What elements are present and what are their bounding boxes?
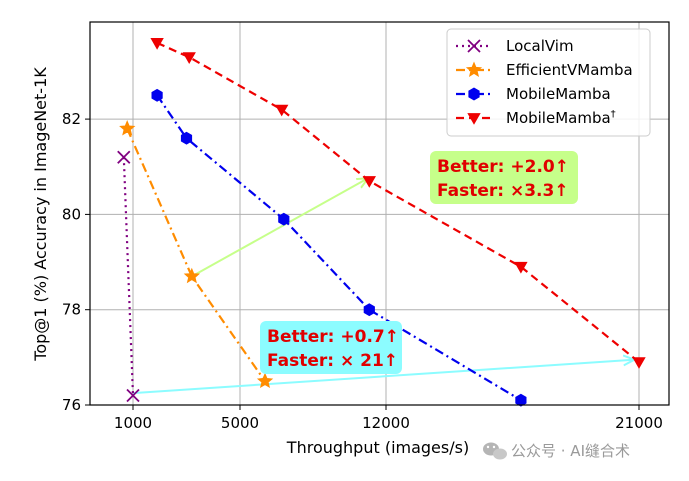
series-mobilemamba — [151, 88, 527, 407]
legend-label: EfficientVMamba — [506, 61, 633, 79]
annotation-line: Better: +2.0↑ — [437, 157, 569, 177]
data-point-marker — [150, 38, 164, 50]
data-point-marker — [363, 303, 375, 317]
y-tick-label: 76 — [62, 396, 81, 414]
watermark: 公众号 · AI缝合术 — [483, 442, 630, 460]
data-point-marker — [278, 212, 290, 226]
annotation-line: Faster: ×3.3↑ — [437, 181, 569, 201]
legend-items: LocalVim EfficientVMamba MobileMamba Mobile… — [456, 37, 633, 127]
data-point-marker — [465, 61, 483, 77]
ticks: 1000 5000 12000 21000 76 78 80 82 — [62, 110, 663, 432]
data-point-marker — [182, 52, 196, 65]
y-tick-label: 78 — [62, 301, 81, 319]
legend-item: MobileMamba† — [456, 109, 616, 127]
y-tick-label: 80 — [62, 205, 81, 223]
annotation-line: Better: +0.7↑ — [267, 327, 399, 347]
data-point-marker — [151, 88, 163, 102]
legend-label: MobileMamba† — [506, 109, 616, 127]
data-point-marker — [183, 267, 200, 284]
data-point-marker — [468, 87, 480, 101]
legend: LocalVim EfficientVMamba MobileMamba Mobile… — [446, 28, 651, 137]
annotation-cyan: Better: +0.7↑ Faster: × 21↑ — [260, 321, 402, 374]
legend-superscript: † — [611, 109, 616, 120]
series-localvim — [117, 150, 140, 403]
annotation-box — [260, 321, 402, 374]
data-point-marker — [256, 372, 274, 389]
data-point-marker — [117, 150, 131, 164]
series-lines — [117, 38, 646, 407]
data-point-marker — [126, 388, 140, 403]
legend-label: LocalVim — [506, 37, 574, 55]
legend-item: EfficientVMamba — [456, 61, 633, 79]
data-point-marker — [180, 131, 193, 145]
series-efficientvmamba — [119, 120, 274, 389]
watermark-text: 公众号 · AI缝合术 — [511, 442, 630, 460]
x-tick-label: 5000 — [221, 414, 259, 432]
annotation-green: Better: +2.0↑ Faster: ×3.3↑ — [430, 151, 578, 204]
y-axis-label: Top@1 (%) Accuracy in ImageNet-1K — [31, 67, 50, 362]
series-line — [156, 41, 640, 363]
x-tick-label: 12000 — [362, 414, 410, 432]
plot-frame — [89, 21, 670, 406]
series-mobilemamba — [150, 38, 646, 369]
series-line — [122, 157, 135, 396]
data-point-marker — [515, 393, 527, 407]
legend-label: MobileMamba — [506, 85, 611, 103]
annotation-arrows — [132, 179, 633, 395]
data-point-marker — [119, 120, 136, 136]
data-point-marker — [275, 104, 289, 117]
x-tick-label: 21000 — [615, 414, 663, 432]
wechat-icon — [483, 442, 507, 460]
annotation-arrow-cyan — [132, 360, 633, 395]
x-tick-label: 1000 — [114, 414, 152, 432]
data-point-marker — [362, 176, 376, 188]
x-axis-label: Throughput (images/s) — [286, 438, 469, 457]
data-point-marker — [467, 113, 481, 125]
y-tick-label: 82 — [62, 110, 81, 128]
data-point-marker — [467, 39, 481, 53]
annotation-arrow-green — [191, 179, 367, 278]
legend-item: LocalVim — [456, 37, 574, 55]
legend-frame — [446, 28, 651, 137]
annotation-box — [430, 151, 578, 204]
annotation-line: Faster: × 21↑ — [267, 351, 398, 371]
data-point-marker — [632, 357, 646, 369]
legend-item: MobileMamba — [456, 85, 611, 103]
data-point-marker — [514, 261, 528, 274]
annotation-boxes: Better: +2.0↑ Faster: ×3.3↑ Better: +0.7↑ F… — [260, 151, 578, 374]
